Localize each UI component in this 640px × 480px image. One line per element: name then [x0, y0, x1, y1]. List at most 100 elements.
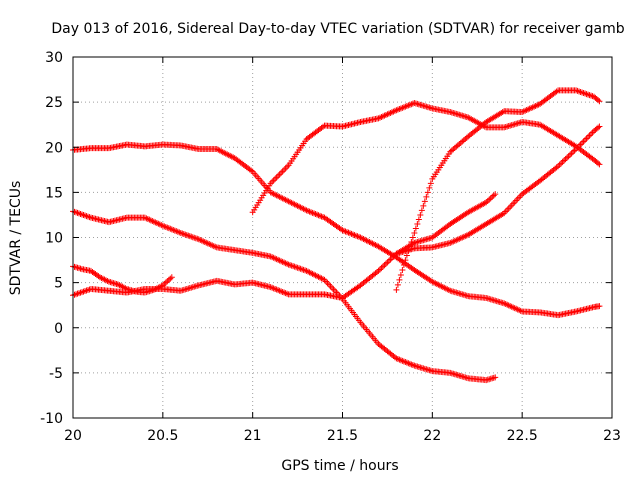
data-point — [448, 147, 455, 154]
data-point — [281, 289, 288, 296]
data-point — [418, 207, 425, 214]
data-point — [179, 230, 186, 237]
data-point — [447, 239, 454, 246]
data-point — [293, 264, 300, 271]
data-point — [417, 211, 424, 218]
data-point — [459, 138, 466, 145]
data-point — [342, 228, 349, 235]
data-point — [397, 357, 404, 364]
data-point — [200, 238, 207, 245]
data-point — [343, 229, 350, 236]
x-tick-label: 22 — [423, 428, 441, 444]
axis-ticks — [72, 56, 613, 419]
data-point — [317, 212, 324, 219]
data-point — [517, 307, 524, 314]
data-point — [275, 287, 282, 294]
y-tick-label: 20 — [45, 140, 63, 156]
data-point — [403, 359, 410, 366]
data-point — [399, 266, 406, 273]
data-point — [308, 209, 315, 216]
data-point — [388, 255, 395, 262]
data-point — [403, 103, 410, 110]
data-point — [460, 137, 467, 144]
data-point — [158, 222, 165, 229]
data-point — [201, 239, 208, 246]
data-point — [385, 110, 392, 117]
data-point — [411, 229, 418, 236]
data-point — [273, 286, 280, 293]
data-point — [84, 286, 91, 293]
series-1 — [70, 141, 603, 319]
x-tick-label: 20 — [64, 428, 82, 444]
data-point — [168, 274, 175, 281]
data-point — [384, 259, 391, 266]
data-point — [595, 124, 602, 131]
data-point — [525, 106, 532, 113]
data-point — [173, 228, 180, 235]
data-point — [296, 265, 303, 272]
data-point — [426, 184, 433, 191]
x-tick-label: 20.5 — [147, 428, 178, 444]
y-tick-label: 15 — [45, 185, 63, 201]
series-4 — [70, 191, 499, 301]
data-point — [596, 303, 603, 310]
data-point — [502, 301, 509, 308]
data-point — [206, 241, 213, 248]
data-point — [375, 267, 382, 274]
data-point — [595, 97, 602, 104]
data-point — [391, 107, 398, 114]
data-point — [460, 233, 467, 240]
data-point — [212, 243, 219, 250]
data-point — [532, 102, 539, 109]
data-point — [483, 199, 490, 206]
data-point — [191, 234, 198, 241]
data-point — [520, 108, 527, 115]
data-point — [162, 279, 169, 286]
data-point — [414, 220, 421, 227]
data-point — [508, 303, 515, 310]
data-point — [393, 355, 400, 362]
data-point — [556, 161, 563, 168]
data-point — [164, 224, 171, 231]
data-point — [396, 276, 403, 283]
data-point — [167, 225, 174, 232]
data-point — [499, 109, 506, 116]
data-point — [161, 280, 168, 287]
data-point — [415, 216, 422, 223]
data-point — [165, 276, 172, 283]
data-point — [558, 160, 565, 167]
data-point — [159, 222, 166, 229]
data-point — [150, 218, 157, 225]
data-point — [490, 192, 497, 199]
data-point — [209, 242, 216, 249]
data-point — [144, 215, 151, 222]
data-point — [453, 237, 460, 244]
data-point — [384, 111, 391, 118]
data-point — [487, 195, 494, 202]
data-point — [514, 306, 521, 313]
data-point — [387, 109, 394, 116]
data-point — [276, 287, 283, 294]
data-point — [462, 233, 469, 240]
data-point — [339, 227, 346, 234]
data-point — [170, 226, 177, 233]
x-tick-label: 21.5 — [327, 428, 358, 444]
data-point — [314, 211, 321, 218]
data-point — [523, 107, 530, 114]
data-point — [83, 287, 90, 294]
data-point — [484, 197, 491, 204]
tick-labels: 20 20.5 21 21.5 22 22.5 23 -10 -5 0 5 10 15 20 25 30 — [40, 50, 621, 444]
y-tick-label: -10 — [40, 411, 63, 427]
data-point — [80, 288, 87, 295]
data-point — [267, 284, 274, 291]
data-point — [385, 257, 392, 264]
data-point — [192, 235, 199, 242]
data-point — [555, 163, 562, 170]
data-point — [559, 158, 566, 165]
data-point — [565, 153, 572, 160]
data-point — [586, 92, 593, 99]
data-point — [290, 263, 297, 270]
data-point — [397, 105, 404, 112]
data-point — [454, 236, 461, 243]
data-point — [156, 221, 163, 228]
